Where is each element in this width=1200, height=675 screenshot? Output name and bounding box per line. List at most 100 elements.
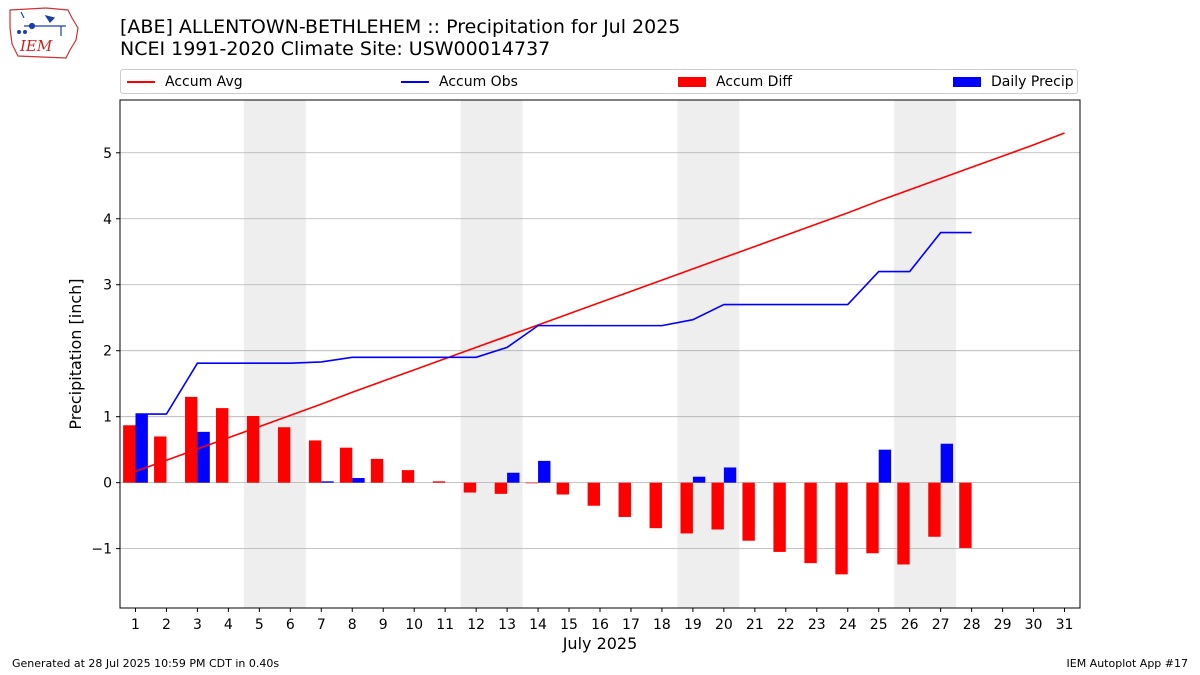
x-axis-label: July 2025 [562,634,638,653]
daily-precip-bar-day-19 [692,476,706,483]
accum-diff-bar-day-2 [154,436,167,483]
y-tick-label-1: 1 [103,410,112,426]
y-tick-label-3: 3 [103,278,112,294]
x-tick-label-2: 2 [162,617,171,633]
x-tick-label-27: 27 [932,617,950,633]
accum-diff-bar-day-21 [742,482,755,541]
x-tick-label-17: 17 [622,617,640,633]
x-tick-label-3: 3 [193,617,202,633]
accum-diff-bar-day-28 [959,482,972,548]
x-tick-label-14: 14 [529,617,547,633]
legend-label-accum-avg: Accum Avg [165,73,243,90]
accum-obs-line [135,231,972,415]
legend-label-accum-obs: Accum Obs [439,73,518,90]
daily-precip-bar-day-27 [940,443,954,483]
x-tick-label-23: 23 [808,617,826,633]
accum-diff-bar-day-13 [494,482,508,494]
daily-precip-bar-day-3 [197,431,210,483]
daily-precip-bar-day-1 [135,414,148,483]
x-tick-label-25: 25 [870,617,888,633]
x-tick-label-29: 29 [994,617,1012,633]
x-tick-label-11: 11 [436,617,454,633]
accum-avg-line [135,132,1065,473]
accum-diff-bar-day-4 [216,408,229,483]
accum-diff-bar-day-5 [246,416,260,483]
x-tick-label-19: 19 [684,617,702,633]
x-tick-label-7: 7 [317,617,326,633]
legend-label-accum-diff: Accum Diff [716,73,793,90]
x-tick-label-9: 9 [379,617,388,633]
x-tick-label-10: 10 [405,617,423,633]
y-tick-label--1: −1 [91,542,112,558]
accum-diff-bar-day-20 [711,482,724,530]
x-tick-label-22: 22 [777,617,795,633]
y-tick-label-2: 2 [103,344,112,360]
x-tick-label-26: 26 [901,617,919,633]
accum-diff-bar-day-7 [308,440,322,483]
accum-diff-bar-day-6 [277,427,291,483]
accum-diff-bar-day-16 [587,482,600,506]
accum-diff-bar-day-11 [432,481,446,483]
y-tick-label-0: 0 [103,476,112,492]
legend-label-daily-precip: Daily Precip [991,73,1074,90]
accum-diff-bar-day-23 [804,482,817,564]
y-tick-label-4: 4 [103,212,112,228]
accum-diff-bar-day-3 [185,396,198,483]
logo-text: IEM [19,37,53,55]
footer-generated-text: Generated at 28 Jul 2025 10:59 PM CDT in… [12,657,280,670]
accum-diff-bar-day-26 [897,482,910,565]
x-tick-label-6: 6 [286,617,295,633]
x-tick-label-24: 24 [839,617,857,633]
accum-diff-bar-day-9 [370,458,384,483]
accum-diff-bar-day-17 [618,482,631,517]
accum-diff-bar-day-12 [463,482,477,493]
x-tick-label-21: 21 [746,617,764,633]
daily-precip-bar-day-8 [352,478,365,483]
x-tick-label-5: 5 [255,617,264,633]
legend-swatch-accum-diff [678,76,706,87]
accum-diff-bar-day-1 [123,425,136,483]
x-tick-label-4: 4 [224,617,233,633]
weekend-shade-2 [460,100,523,608]
y-tick-label-5: 5 [103,146,112,162]
legend-item-accum-avg: Accum Avg [127,70,243,93]
accum-diff-bar-day-10 [401,470,415,483]
accum-diff-bar-day-8 [339,447,353,483]
accum-diff-bar-day-18 [649,482,662,529]
x-tick-label-12: 12 [467,617,485,633]
legend-swatch-accum-avg [127,80,155,83]
x-tick-label-16: 16 [591,617,609,633]
accum-diff-bar-day-19 [680,482,693,534]
daily-precip-bar-day-7 [321,481,334,483]
accum-diff-bar-day-24 [835,482,848,575]
x-tick-label-30: 30 [1025,617,1043,633]
x-tick-label-18: 18 [653,617,671,633]
footer-app-text: IEM Autoplot App #17 [1066,657,1189,670]
x-tick-label-13: 13 [498,617,516,633]
x-tick-label-31: 31 [1056,617,1074,633]
chart-subtitle: NCEI 1991-2020 Climate Site: USW00014737 [120,38,551,60]
legend-swatch-daily-precip [953,76,981,87]
accum-diff-bar-day-22 [773,482,786,552]
legend-item-accum-obs: Accum Obs [401,70,518,93]
x-tick-label-8: 8 [348,617,357,633]
y-axis-label: Precipitation [inch] [66,278,85,429]
chart-legend: Accum Avg Accum Obs Accum Diff Daily Pre… [120,69,1078,94]
x-tick-label-28: 28 [963,617,981,633]
daily-precip-bar-day-13 [507,472,520,483]
accum-diff-bar-day-14 [525,482,539,484]
accum-diff-bar-day-25 [866,482,879,554]
legend-swatch-accum-obs [401,80,429,83]
daily-precip-bar-day-20 [723,467,737,483]
chart-title-block: [ABE] ALLENTOWN-BETHLEHEM :: Precipitati… [120,16,680,60]
weekend-shade-1 [243,100,306,608]
x-tick-label-1: 1 [131,617,140,633]
daily-precip-bar-day-25 [878,449,892,483]
accum-diff-bar-day-27 [928,482,941,537]
iem-logo: IEM [9,7,79,59]
chart-title: [ABE] ALLENTOWN-BETHLEHEM :: Precipitati… [120,16,681,38]
x-tick-label-20: 20 [715,617,733,633]
daily-precip-bar-day-14 [538,460,551,483]
legend-item-daily-precip: Daily Precip [953,70,1074,93]
